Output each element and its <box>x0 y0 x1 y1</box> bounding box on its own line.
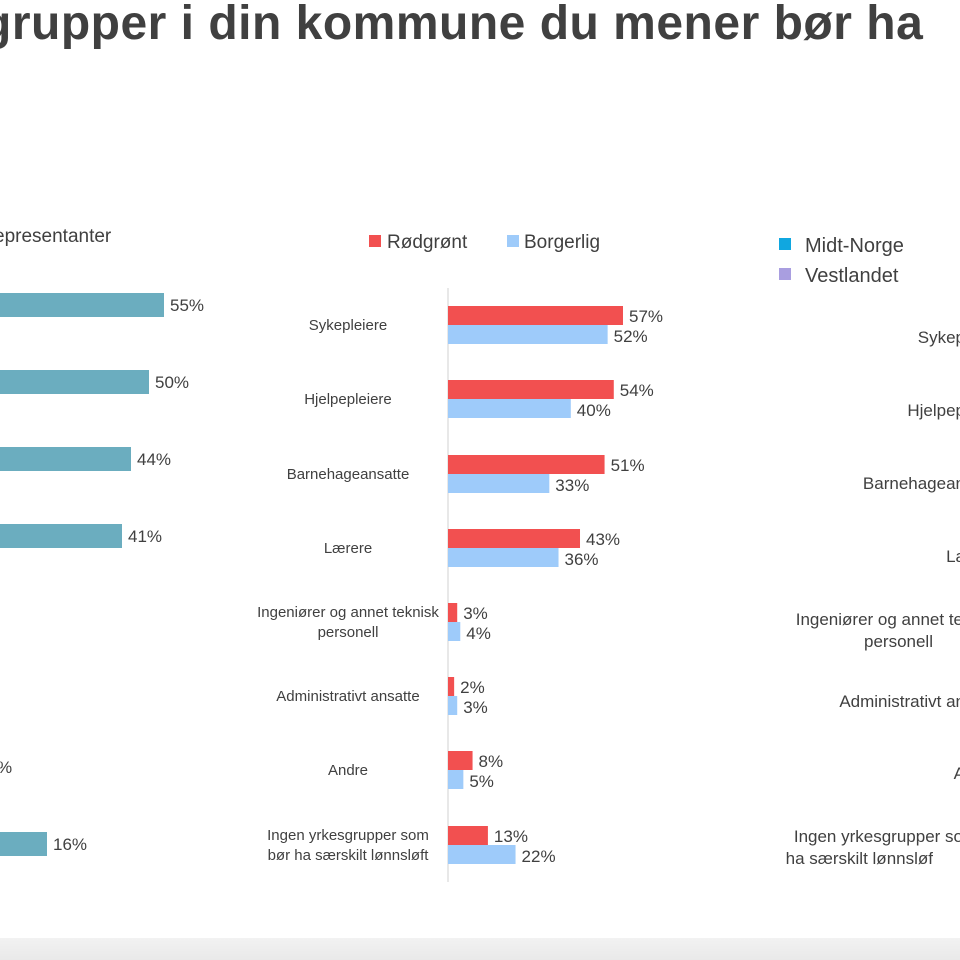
category-label: Andre <box>328 762 368 779</box>
data-label-rodgront: 8% <box>479 752 504 771</box>
data-label-rodgront: 2% <box>460 678 485 697</box>
data-label-borgerlig: 22% <box>522 847 556 866</box>
data-label-rodgront: 57% <box>629 307 663 326</box>
right-category-label: La <box>946 547 960 566</box>
bar-borgerlig <box>448 622 461 641</box>
data-label-rodgront: 54% <box>620 381 654 400</box>
bar-rodgront <box>448 751 473 770</box>
bottom-bar <box>0 938 960 960</box>
data-label-borgerlig: 40% <box>577 401 611 420</box>
legend-label-midtnorge: Midt-Norge <box>805 235 904 257</box>
legend-label-borgerlig: Borgerlig <box>524 232 600 253</box>
data-label-borgerlig: 5% <box>469 772 494 791</box>
bar-rodgront <box>448 677 455 696</box>
bar-rodgront <box>448 306 623 325</box>
page-title: grupper i din kommune du mener bør ha <box>0 0 924 50</box>
legend-swatch-borgerlig <box>507 235 519 247</box>
category-label: Hjelpepleiere <box>304 391 392 408</box>
category-label: Ingen yrkesgrupper som <box>267 827 429 844</box>
legend-swatch-vestlandet <box>779 268 791 280</box>
bar-borgerlig <box>448 325 608 344</box>
left-bar <box>0 293 164 317</box>
data-label-borgerlig: 52% <box>614 327 648 346</box>
bar-borgerlig <box>448 399 571 418</box>
legend-swatch-midtnorge <box>779 238 791 250</box>
bar-rodgront <box>448 603 458 622</box>
legend-swatch-rodgront <box>369 235 381 247</box>
right-category-label: Hjelpep <box>907 401 960 420</box>
data-label-rodgront: 43% <box>586 530 620 549</box>
data-label-rodgront: 13% <box>494 827 528 846</box>
right-category-label: ha særskilt lønnsløf <box>786 849 934 868</box>
data-label-rodgront: 51% <box>611 456 645 475</box>
right-category-label: A <box>954 764 960 783</box>
bar-rodgront <box>448 455 605 474</box>
category-label: Sykepleiere <box>309 317 387 334</box>
bar-rodgront <box>448 529 581 548</box>
category-label: Ingeniører og annet teknisk <box>257 604 439 621</box>
right-category-label: Ingen yrkesgrupper so <box>794 827 960 846</box>
category-label: personell <box>318 624 379 641</box>
right-category-label: Sykep <box>918 328 960 347</box>
bar-rodgront <box>448 380 614 399</box>
data-label-borgerlig: 4% <box>466 624 491 643</box>
category-label: Barnehageansatte <box>287 466 410 483</box>
data-label-borgerlig: 36% <box>565 550 599 569</box>
right-category-label: Ingeniører og annet te <box>796 610 960 629</box>
left-legend-label: epresentanter <box>0 226 112 247</box>
bar-borgerlig <box>448 548 559 567</box>
left-bar-label: 44% <box>137 450 171 469</box>
legend-label-rodgront: Rødgrønt <box>387 232 468 253</box>
left-bar-label: 50% <box>155 373 189 392</box>
bar-rodgront <box>448 826 488 845</box>
data-label-borgerlig: 3% <box>463 698 488 717</box>
left-bar <box>0 832 47 856</box>
right-category-label: personell <box>864 632 933 651</box>
left-bar <box>0 370 149 394</box>
left-bar-label: 16% <box>53 835 87 854</box>
category-label: bør ha særskilt lønnsløft <box>268 847 430 864</box>
right-category-label: Administrativt an <box>839 692 960 711</box>
left-bar-label: 55% <box>170 296 204 315</box>
bar-borgerlig <box>448 474 550 493</box>
left-bar-label: 41% <box>128 527 162 546</box>
bar-borgerlig <box>448 845 516 864</box>
left-bar <box>0 447 131 471</box>
category-label: Administrativt ansatte <box>276 688 419 705</box>
bar-borgerlig <box>448 770 464 789</box>
data-label-borgerlig: 33% <box>555 476 589 495</box>
bar-borgerlig <box>448 696 458 715</box>
legend-label-vestlandet: Vestlandet <box>805 265 899 287</box>
left-bar-label: % <box>0 758 12 777</box>
left-bar <box>0 524 122 548</box>
right-category-label: Barnehagean <box>863 474 960 493</box>
category-label: Lærere <box>324 540 372 557</box>
data-label-rodgront: 3% <box>463 604 488 623</box>
